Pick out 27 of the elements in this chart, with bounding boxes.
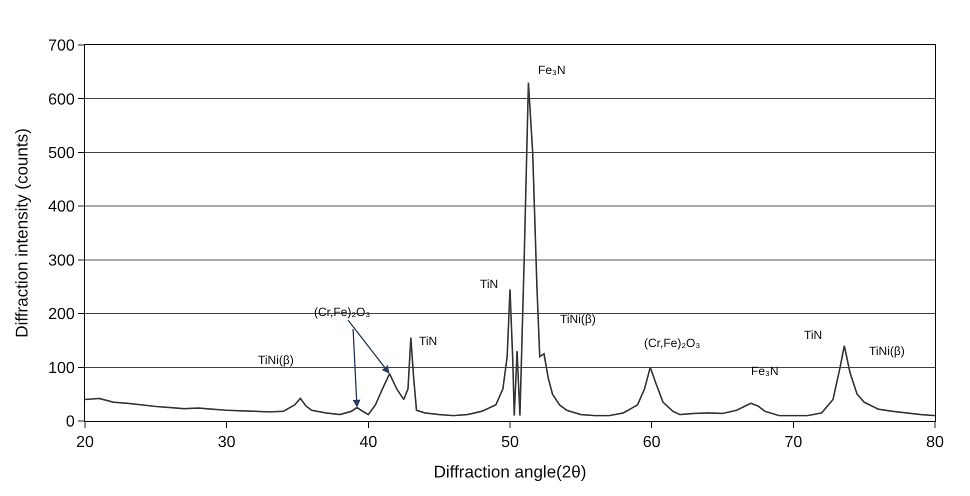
- annotation: TiNi(β): [258, 353, 294, 367]
- x-tick-label: 70: [784, 434, 802, 452]
- annotation: TiN: [804, 328, 822, 342]
- annotation: TiNi(β): [560, 312, 596, 326]
- x-axis-title: Diffraction angle(2θ): [434, 462, 586, 482]
- annotation: TiN: [419, 334, 438, 348]
- y-tick-label: 600: [48, 91, 75, 108]
- y-tick-label: 200: [48, 306, 75, 324]
- y-tick-label: 400: [48, 198, 75, 216]
- annotation: TiNi(β): [869, 344, 905, 358]
- x-tick-label: 20: [76, 434, 94, 452]
- x-tick-label: 30: [218, 434, 236, 452]
- y-tick-label: 100: [48, 360, 75, 377]
- y-tick-label: 300: [48, 252, 75, 270]
- y-tick-label: 500: [48, 145, 75, 162]
- x-tick-label: 50: [501, 434, 519, 452]
- y-tick-label: 0: [66, 414, 75, 431]
- annotation: (Cr,Fe)₂O₃: [644, 336, 700, 350]
- annotation: Fe₃N: [538, 63, 566, 77]
- annotation: Fe₃N: [751, 364, 779, 378]
- x-tick-label: 80: [926, 434, 944, 452]
- y-tick-label: 700: [48, 38, 75, 55]
- y-axis-title: Diffraction intensity (counts): [12, 128, 32, 338]
- annotation: TiN: [480, 277, 498, 291]
- line-series: [85, 82, 935, 416]
- x-tick-label: 60: [642, 434, 661, 452]
- x-tick-label: 40: [359, 434, 378, 452]
